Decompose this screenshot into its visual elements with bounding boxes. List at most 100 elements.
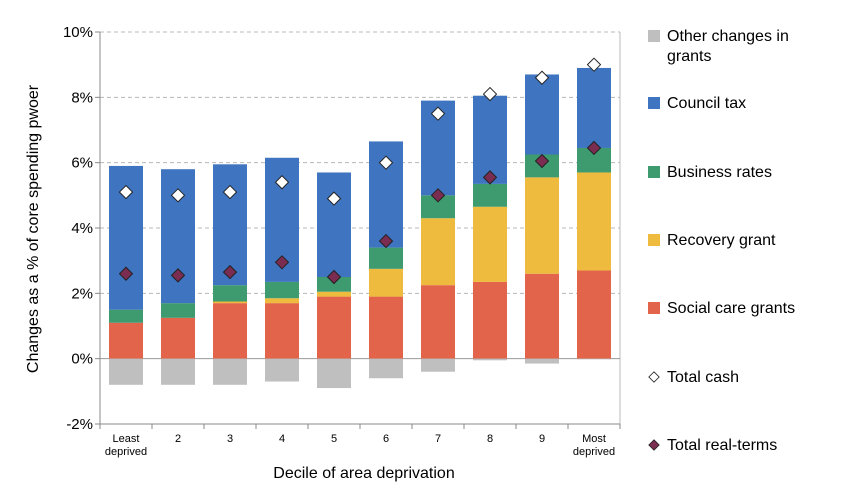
bar-business-rates bbox=[161, 303, 195, 318]
bars bbox=[109, 67, 611, 389]
legend: Other changes in grants Council tax Busi… bbox=[648, 0, 848, 496]
x-tick-label: 9 bbox=[539, 433, 545, 445]
marker-total-real-terms bbox=[482, 170, 498, 185]
legend-item-total-cash: Total cash bbox=[648, 368, 827, 388]
x-tick-label: 5 bbox=[331, 433, 337, 445]
x-tick-label: 2 bbox=[175, 433, 181, 445]
marker-total-real-terms bbox=[170, 268, 186, 283]
bar-business-rates bbox=[369, 247, 403, 269]
bar-social-care-grants bbox=[213, 303, 247, 359]
bar-recovery-grant bbox=[525, 177, 559, 274]
y-tick-label: 10% bbox=[63, 24, 93, 41]
x-tick-label: 4 bbox=[279, 433, 285, 445]
legend-item-other-grants: Other changes in grants bbox=[648, 27, 827, 67]
y-tick-label: 0% bbox=[71, 351, 93, 368]
bar-recovery-grant bbox=[577, 172, 611, 271]
legend-label: Recovery grant bbox=[667, 232, 776, 249]
marker-total-real-terms bbox=[222, 264, 238, 280]
legend-label: Council tax bbox=[667, 95, 747, 112]
marker-total-real-terms bbox=[534, 153, 550, 169]
y-tick-label: -2% bbox=[66, 416, 93, 433]
bar-council-tax bbox=[525, 74, 559, 155]
legend-item-social-care-grants: Social care grants bbox=[648, 299, 827, 319]
bar-business-rates bbox=[421, 195, 455, 219]
x-tick-label: 6 bbox=[383, 433, 389, 445]
bar-social-care-grants bbox=[577, 270, 611, 359]
x-tick-label: Least bbox=[113, 433, 140, 445]
marker-total-cash bbox=[586, 57, 602, 72]
x-tick-label: deprived bbox=[105, 446, 147, 458]
bar-business-rates bbox=[317, 277, 351, 292]
bar-other-changes-in-grants bbox=[369, 358, 403, 379]
bar-council-tax bbox=[473, 95, 507, 184]
bar-social-care-grants bbox=[473, 281, 507, 359]
bar-social-care-grants bbox=[369, 296, 403, 359]
x-tick-label: 3 bbox=[227, 433, 233, 445]
legend-item-total-real-terms: Total real-terms bbox=[648, 436, 827, 456]
marker-total-cash bbox=[222, 184, 238, 200]
marker-total-cash bbox=[274, 175, 290, 190]
legend-label: Total real-terms bbox=[667, 437, 778, 454]
bar-recovery-grant bbox=[317, 291, 351, 297]
x-tick-label: 8 bbox=[487, 433, 493, 445]
legend-label: Business rates bbox=[667, 164, 772, 181]
white-diamond-icon bbox=[648, 371, 660, 383]
bar-social-care-grants bbox=[265, 303, 299, 359]
bar-business-rates bbox=[265, 281, 299, 299]
bar-other-changes-in-grants bbox=[577, 358, 611, 360]
legend-swatch-council-tax bbox=[648, 97, 660, 109]
x-axis-title: Decile of area deprivation bbox=[273, 465, 454, 482]
legend-swatch-social-care-grants bbox=[648, 302, 660, 314]
bar-council-tax bbox=[577, 67, 611, 148]
bar-social-care-grants bbox=[161, 317, 195, 359]
marker-total-real-terms bbox=[378, 233, 394, 249]
marker-total-real-terms bbox=[118, 266, 134, 281]
y-axis-title: Changes as a % of core spending pwoer bbox=[25, 84, 42, 373]
bar-recovery-grant bbox=[369, 268, 403, 297]
bar-social-care-grants bbox=[525, 273, 559, 359]
marker-total-real-terms bbox=[430, 188, 446, 203]
y-tick-label: 6% bbox=[71, 155, 93, 172]
marker-total-cash bbox=[534, 70, 550, 85]
bar-other-changes-in-grants bbox=[161, 358, 195, 385]
bar-recovery-grant bbox=[473, 206, 507, 282]
bar-social-care-grants bbox=[421, 285, 455, 359]
marker-total-real-terms bbox=[326, 269, 342, 285]
marker-total-real-terms bbox=[274, 255, 290, 270]
legend-item-recovery-grant: Recovery grant bbox=[648, 231, 827, 251]
marker-total-cash bbox=[170, 188, 186, 203]
bar-other-changes-in-grants bbox=[213, 358, 247, 385]
legend-label: Social care grants bbox=[667, 300, 796, 317]
purple-diamond-icon bbox=[648, 439, 660, 451]
bar-other-changes-in-grants bbox=[317, 358, 351, 389]
marker-total-real-terms bbox=[586, 140, 602, 156]
marker-total-cash bbox=[430, 106, 446, 121]
legend-label: Total cash bbox=[667, 369, 740, 386]
bar-other-changes-in-grants bbox=[421, 358, 455, 372]
bar-recovery-grant bbox=[265, 298, 299, 304]
bar-other-changes-in-grants bbox=[473, 358, 507, 361]
x-tick-label: Most bbox=[582, 433, 606, 445]
bar-social-care-grants bbox=[317, 296, 351, 359]
bar-recovery-grant bbox=[213, 301, 247, 304]
x-tick-label: 7 bbox=[435, 433, 441, 445]
y-tick-label: 4% bbox=[71, 220, 93, 237]
bar-recovery-grant bbox=[421, 218, 455, 286]
y-tick-label: 2% bbox=[71, 285, 93, 302]
bar-business-rates bbox=[213, 285, 247, 302]
bar-social-care-grants bbox=[109, 322, 143, 359]
bar-other-changes-in-grants bbox=[109, 358, 143, 385]
bar-business-rates bbox=[109, 309, 143, 323]
bar-council-tax bbox=[317, 172, 351, 277]
bar-business-rates bbox=[473, 183, 507, 207]
y-tick-label: 8% bbox=[71, 89, 93, 106]
marker-total-cash bbox=[482, 86, 498, 102]
legend-swatch-recovery-grant bbox=[648, 234, 660, 246]
bar-other-changes-in-grants bbox=[265, 358, 299, 382]
legend-swatch-business-rates bbox=[648, 166, 660, 178]
legend-item-business-rates: Business rates bbox=[648, 163, 827, 183]
legend-swatch-other-grants bbox=[648, 30, 660, 42]
marker-total-cash bbox=[326, 191, 342, 206]
